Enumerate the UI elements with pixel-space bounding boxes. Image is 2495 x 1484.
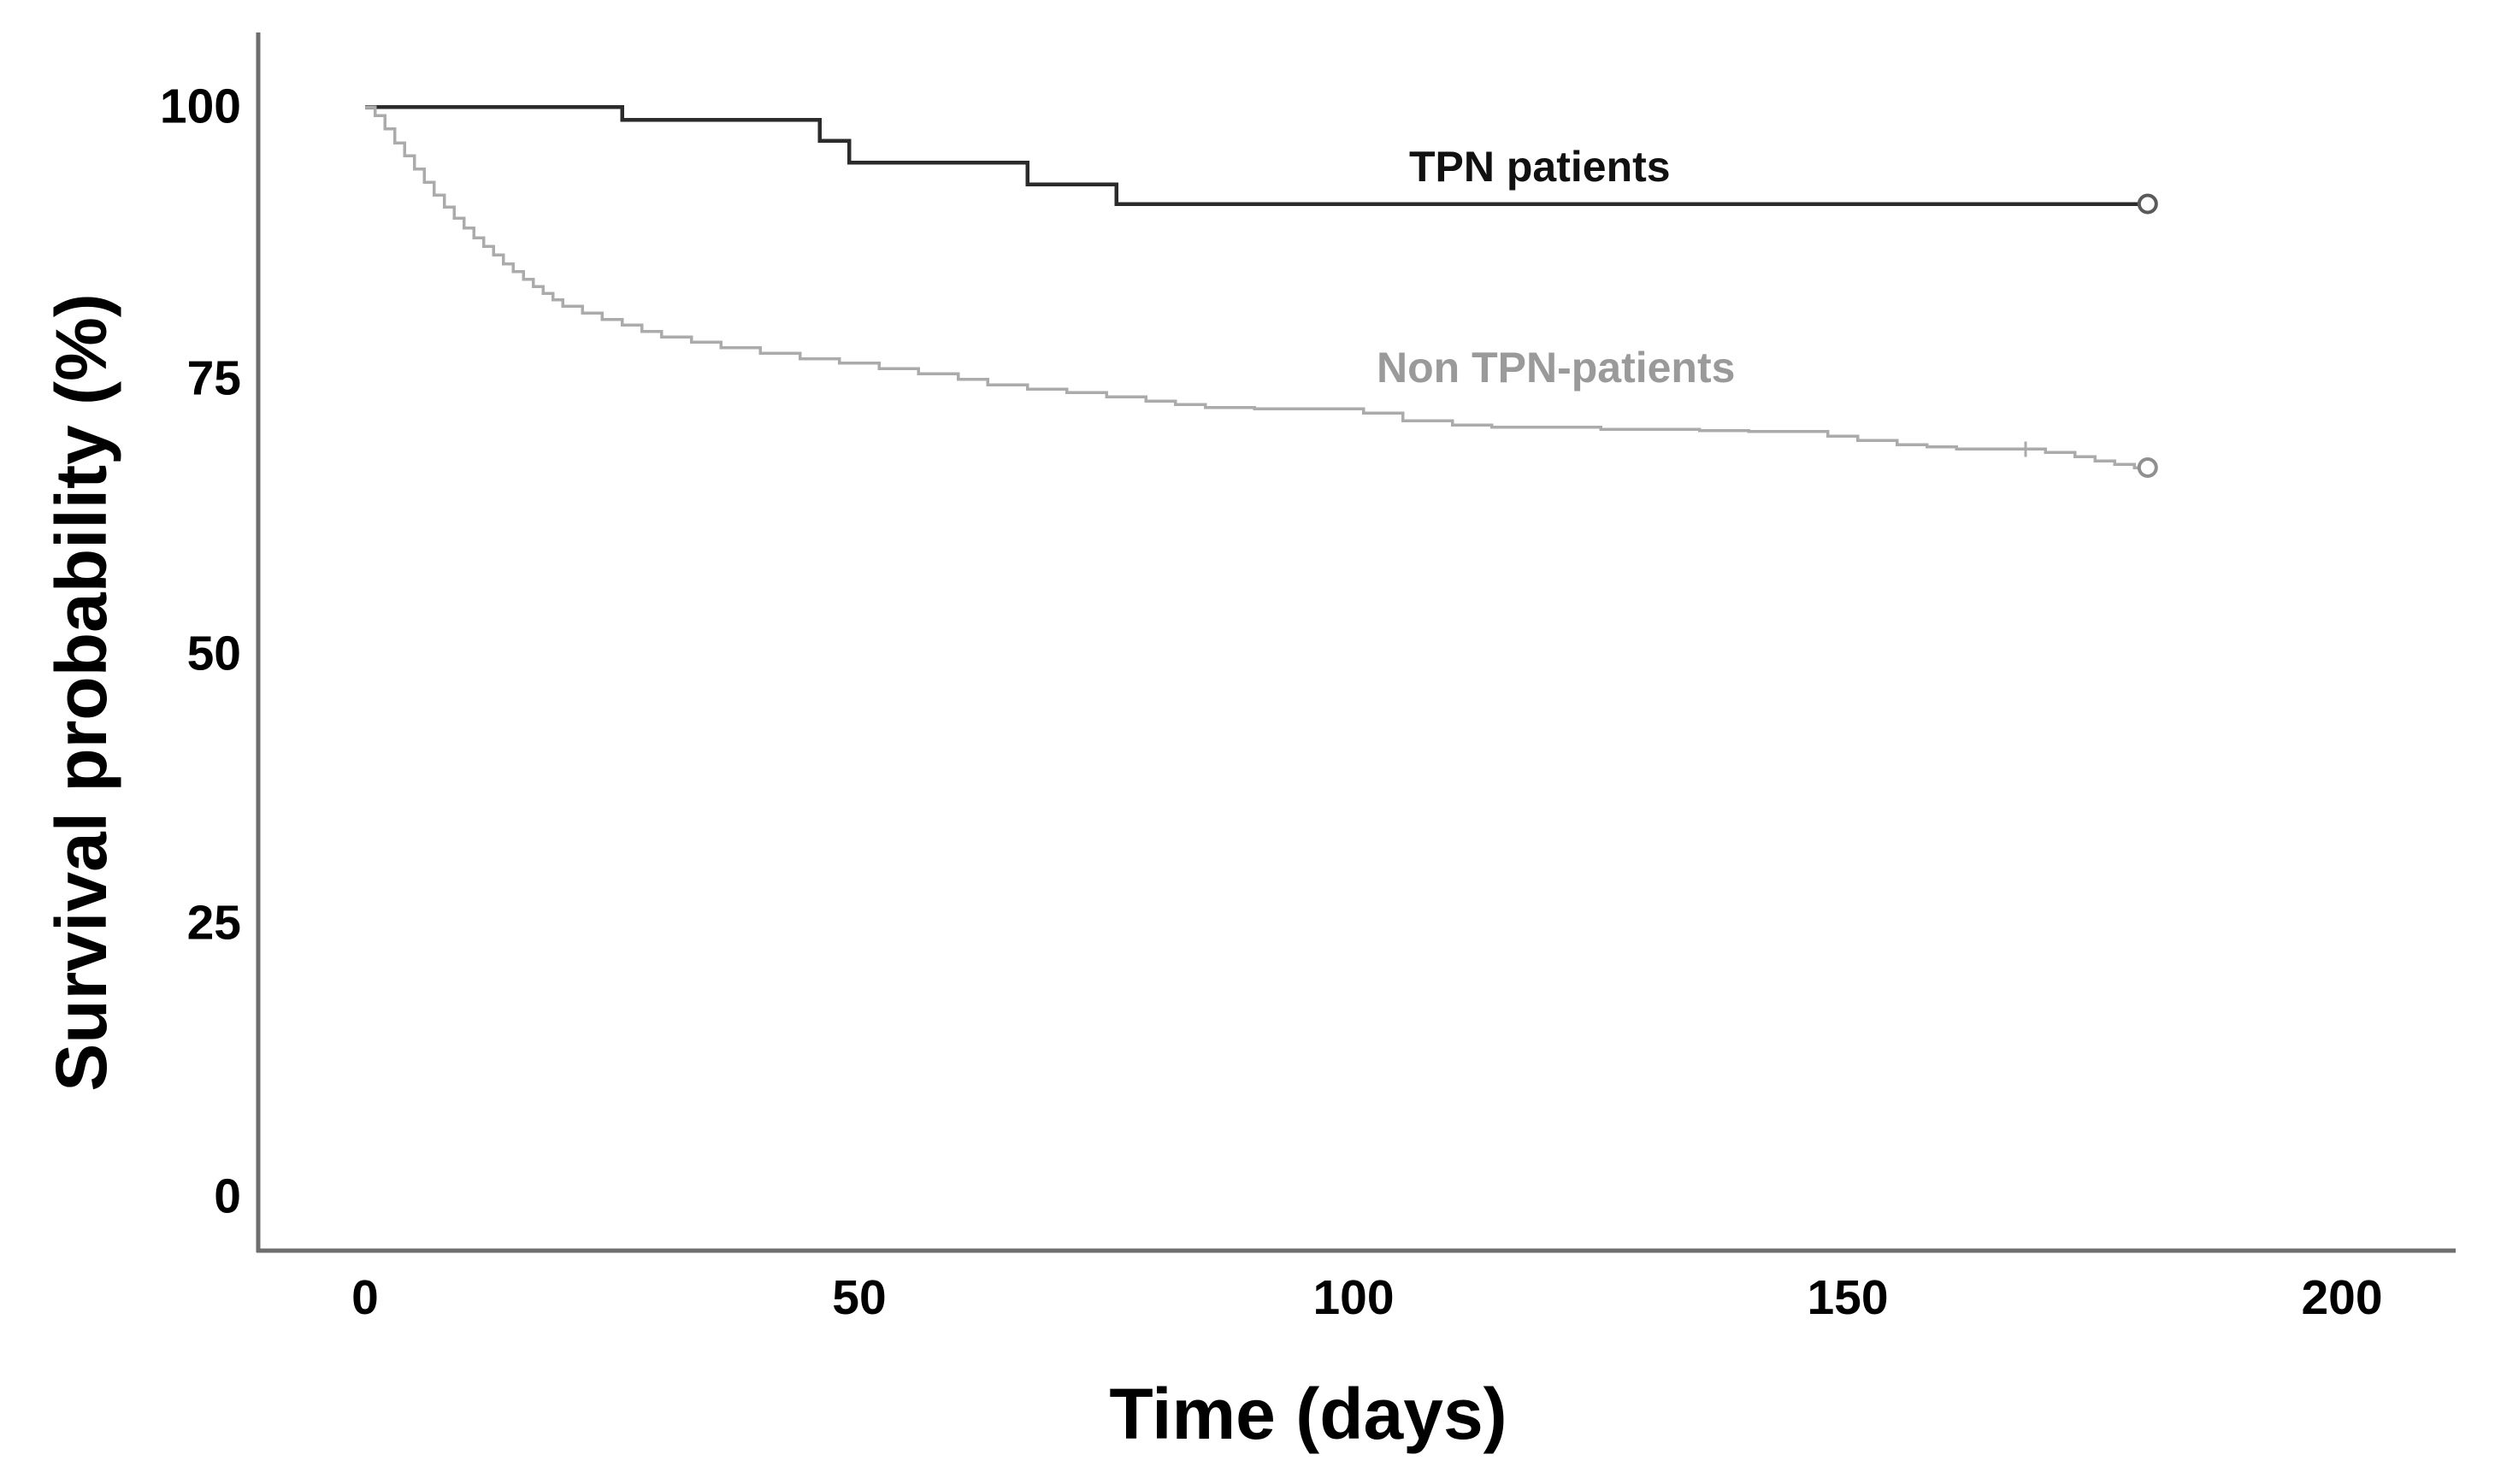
- y-axis-title: Survival probability (%): [41, 293, 121, 1092]
- x-tick-200: 200: [2301, 1270, 2383, 1325]
- x-tick-150: 150: [1807, 1270, 1889, 1325]
- km-curves: [365, 104, 2158, 479]
- y-tick-0: 0: [214, 1169, 241, 1224]
- x-tick-0: 0: [351, 1270, 379, 1325]
- km-curve-1: [365, 105, 2144, 469]
- censor-end-marker: [2137, 193, 2158, 215]
- x-axis-title: Time (days): [1109, 1374, 1507, 1454]
- y-tick-75: 75: [186, 350, 241, 406]
- km-curve-0: [365, 104, 2144, 206]
- series-label-non-tpn-patients: Non TPN-patients: [1377, 344, 1736, 392]
- x-tick-50: 50: [832, 1270, 887, 1325]
- series-label-tpn-patients: TPN patients: [1409, 143, 1671, 191]
- y-tick-25: 25: [186, 895, 241, 951]
- y-tick-50: 50: [186, 626, 241, 681]
- x-tick-100: 100: [1312, 1270, 1395, 1325]
- y-tick-100: 100: [159, 79, 241, 134]
- censor-end-marker: [2137, 457, 2158, 479]
